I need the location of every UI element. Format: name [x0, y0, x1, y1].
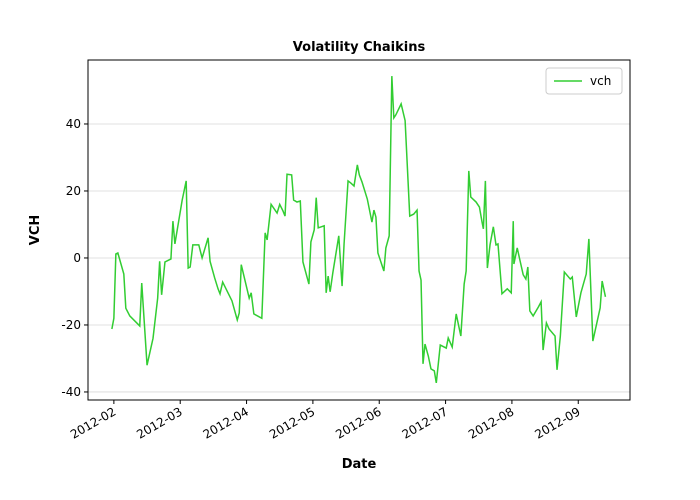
legend-box	[545, 67, 623, 95]
y-tick-label: 0	[73, 251, 81, 265]
x-axis-label: Date	[342, 457, 377, 472]
y-tick-label: -40	[61, 385, 81, 399]
x-tick-label: 2012-06	[333, 404, 383, 441]
x-tick-label: 2012-04	[201, 404, 251, 441]
y-tick-label: -20	[61, 318, 81, 332]
chart-title: Volatility Chaikins	[293, 40, 426, 55]
y-axis-label: VCH	[28, 215, 43, 245]
legend-label: vch	[590, 74, 611, 88]
data-line	[111, 76, 607, 384]
x-tick-label: 2012-03	[134, 404, 184, 441]
y-tick-label: 20	[66, 184, 81, 198]
x-tick-label: 2012-07	[400, 404, 450, 441]
x-tick-label: 2012-09	[532, 404, 582, 441]
x-tick-label: 2012-05	[267, 404, 317, 441]
x-tick-label: 2012-08	[466, 404, 516, 441]
plot-frame	[87, 59, 631, 401]
y-tick-label: 40	[66, 117, 81, 131]
x-tick-label: 2012-02	[68, 404, 118, 441]
